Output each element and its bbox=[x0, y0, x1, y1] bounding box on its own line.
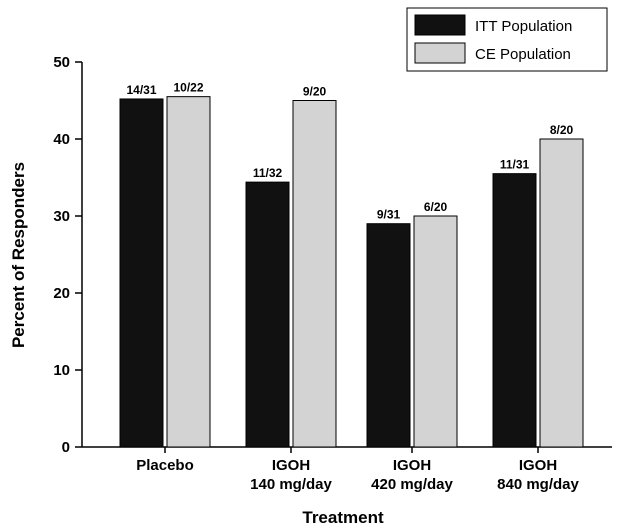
bar-itt bbox=[366, 223, 411, 448]
x-category-label: 420 mg/day bbox=[371, 476, 453, 493]
bar-value-label: 9/20 bbox=[303, 85, 327, 99]
bar-value-label: 8/20 bbox=[550, 123, 574, 137]
bar-ce bbox=[413, 215, 458, 448]
x-category-label: 140 mg/day bbox=[250, 476, 332, 493]
bar-value-label: 10/22 bbox=[173, 81, 203, 95]
bar-itt bbox=[492, 173, 537, 448]
bar-labels: 14/31 10/22 11/32 9/20 9/31 6/20 11/31 8/20 bbox=[126, 81, 573, 222]
bar-value-label: 11/32 bbox=[253, 166, 283, 180]
x-category-label: IGOH bbox=[393, 457, 431, 474]
y-tick-label: 40 bbox=[53, 131, 70, 148]
bar-ce bbox=[539, 138, 584, 448]
legend-label-itt: ITT Population bbox=[475, 18, 572, 35]
legend-swatch-ce bbox=[414, 42, 466, 64]
y-tick-label: 10 bbox=[53, 362, 70, 379]
bar-value-label: 9/31 bbox=[377, 208, 401, 222]
x-axis-title: Treatment bbox=[302, 508, 384, 527]
bar-ce bbox=[292, 100, 337, 448]
y-axis-title: Percent of Responders bbox=[9, 162, 28, 348]
x-category-label: Placebo bbox=[136, 457, 194, 474]
legend: ITT Population CE Population bbox=[406, 7, 608, 72]
y-ticks: 0 10 20 30 40 50 bbox=[53, 54, 82, 456]
bar-ce bbox=[166, 96, 211, 448]
x-category-label: IGOH bbox=[272, 457, 310, 474]
bars bbox=[119, 96, 584, 448]
y-tick-label: 20 bbox=[53, 285, 70, 302]
bar-itt bbox=[245, 181, 290, 448]
y-tick-label: 0 bbox=[62, 439, 70, 456]
y-tick-label: 50 bbox=[53, 54, 70, 71]
x-category-label: 840 mg/day bbox=[497, 476, 579, 493]
y-tick-label: 30 bbox=[53, 208, 70, 225]
x-category-label: IGOH bbox=[519, 457, 557, 474]
legend-swatch-itt bbox=[414, 14, 466, 36]
legend-label-ce: CE Population bbox=[475, 46, 571, 63]
bar-value-label: 14/31 bbox=[126, 83, 156, 97]
bar-value-label: 6/20 bbox=[424, 200, 448, 214]
bar-value-label: 11/31 bbox=[500, 158, 530, 172]
bar-itt bbox=[119, 98, 164, 448]
x-category-labels: Placebo IGOH 140 mg/day IGOH 420 mg/day IGOH 8… bbox=[136, 447, 580, 493]
